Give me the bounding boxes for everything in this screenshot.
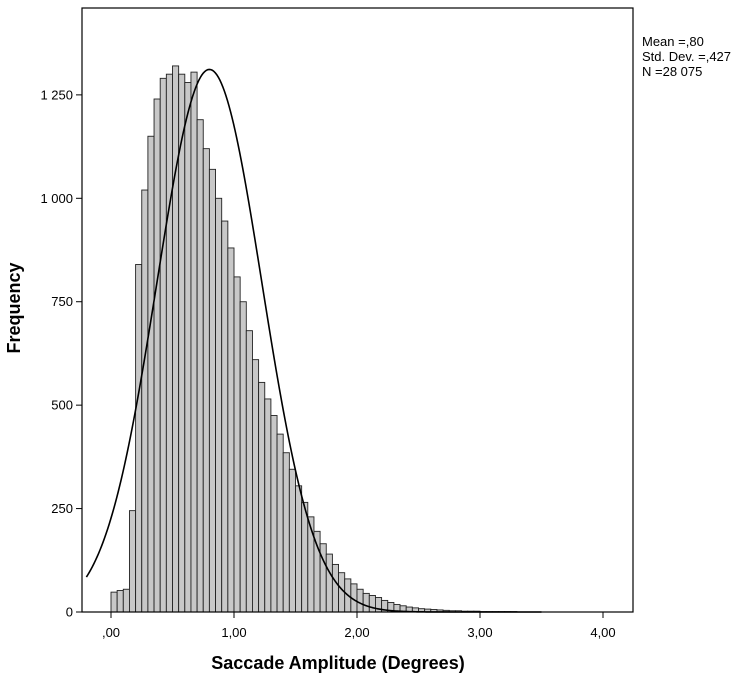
histogram-bar: [362, 592, 370, 613]
histogram-bar: [165, 73, 173, 613]
histogram-bar: [301, 501, 309, 613]
histogram-bar: [196, 119, 204, 613]
histogram-bar: [202, 148, 210, 613]
histogram-bar: [307, 516, 315, 613]
histogram-bar: [178, 73, 186, 613]
histogram-bar: [239, 301, 247, 613]
histogram-bar: [264, 398, 272, 613]
histogram-bar: [141, 189, 149, 613]
x-tick-label: 4,00: [590, 625, 615, 640]
histogram-bar: [208, 168, 216, 613]
histogram-bar: [153, 98, 161, 613]
histogram-bar: [135, 264, 143, 613]
histogram-bar: [295, 485, 303, 613]
x-tick-label: 1,00: [221, 625, 246, 640]
x-axis-title: Saccade Amplitude (Degrees): [211, 653, 464, 673]
histogram-bar: [122, 588, 130, 613]
y-tick-label: 1 000: [40, 191, 73, 206]
y-tick-label: 250: [51, 501, 73, 516]
stat-std-dev: Std. Dev. =,427: [642, 49, 732, 64]
histogram-bar: [270, 415, 278, 613]
histogram-bar: [368, 595, 376, 613]
histogram-bar: [251, 359, 260, 613]
histogram-bar: [172, 65, 180, 613]
histogram-bar: [190, 71, 198, 613]
histogram-bar: [356, 588, 364, 613]
histogram-bars: [110, 65, 518, 613]
stat-n: N =28 075: [642, 64, 703, 79]
histogram-bar: [227, 247, 235, 613]
histogram-bar: [258, 381, 266, 613]
histogram-bar: [331, 563, 339, 613]
x-tick-label: 2,00: [344, 625, 369, 640]
statistics-legend: Mean =,80 Std. Dev. =,427 N =28 075: [642, 34, 731, 79]
y-tick-label: 0: [66, 605, 73, 620]
histogram-bar: [184, 82, 192, 613]
histogram-bar: [159, 77, 167, 613]
histogram-bar: [245, 330, 253, 613]
histogram-bar: [325, 553, 333, 613]
y-tick-label: 1 250: [40, 87, 73, 102]
histogram-bar: [282, 452, 290, 613]
y-axis-title: Frequency: [4, 262, 24, 353]
y-tick-label: 500: [51, 398, 73, 413]
histogram-bar: [233, 276, 241, 613]
histogram-bar: [276, 433, 284, 613]
histogram-bar: [116, 590, 124, 613]
histogram-bar: [221, 220, 229, 613]
x-tick-label: ,00: [102, 625, 120, 640]
histogram-bar: [128, 510, 137, 613]
stat-mean: Mean =,80: [642, 34, 704, 49]
x-tick-label: 3,00: [467, 625, 492, 640]
histogram-bar: [288, 468, 296, 613]
axes: 0 250 500 750 1 000 1 250 ,00 1,00 2,00 3,00 4,00: [40, 7, 634, 640]
histogram-bar: [147, 135, 155, 613]
y-tick-label: 750: [51, 294, 73, 309]
histogram-bar: [110, 591, 118, 613]
histogram-bar: [215, 197, 223, 613]
